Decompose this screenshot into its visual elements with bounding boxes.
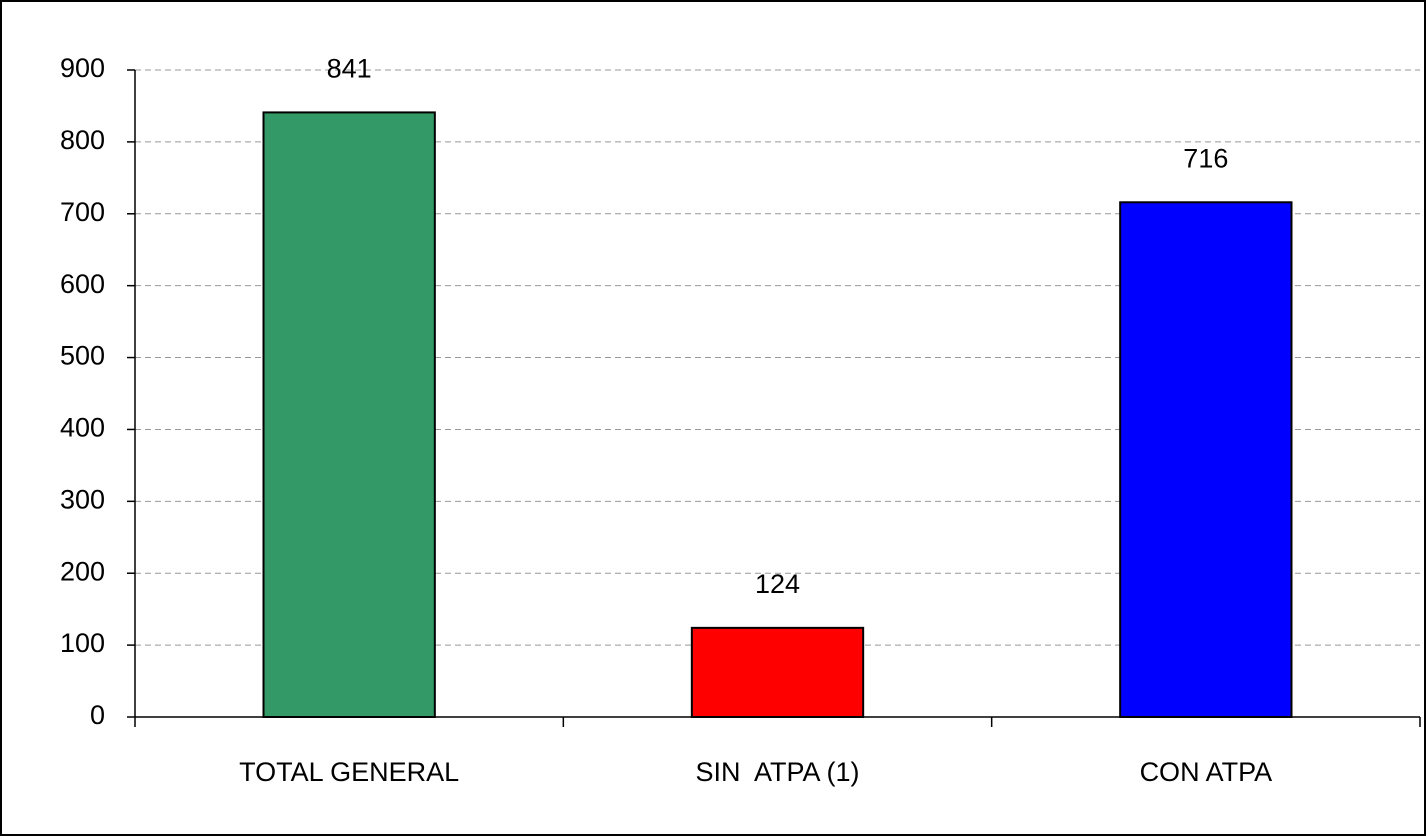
y-tick-label: 500: [60, 341, 105, 371]
value-label: 716: [1183, 143, 1228, 173]
bar: [1119, 201, 1293, 718]
bar: [690, 626, 865, 719]
y-tick-label: 0: [90, 700, 105, 730]
y-tick-label: 400: [60, 413, 105, 443]
y-tick-label: 100: [60, 628, 105, 658]
y-tick-label: 900: [60, 53, 105, 83]
bar: [262, 111, 436, 719]
y-tick-label: 800: [60, 125, 105, 155]
value-label: 124: [755, 569, 800, 599]
y-tick-label: 700: [60, 197, 105, 227]
x-tick-label: TOTAL GENERAL: [239, 757, 459, 787]
y-tick-label: 600: [60, 269, 105, 299]
x-tick-label: CON ATPA: [1140, 757, 1273, 787]
y-tick-label: 200: [60, 556, 105, 586]
value-label: 841: [327, 54, 372, 84]
y-tick-label: 300: [60, 484, 105, 514]
x-tick-label: SIN ATPA (1): [695, 757, 859, 787]
